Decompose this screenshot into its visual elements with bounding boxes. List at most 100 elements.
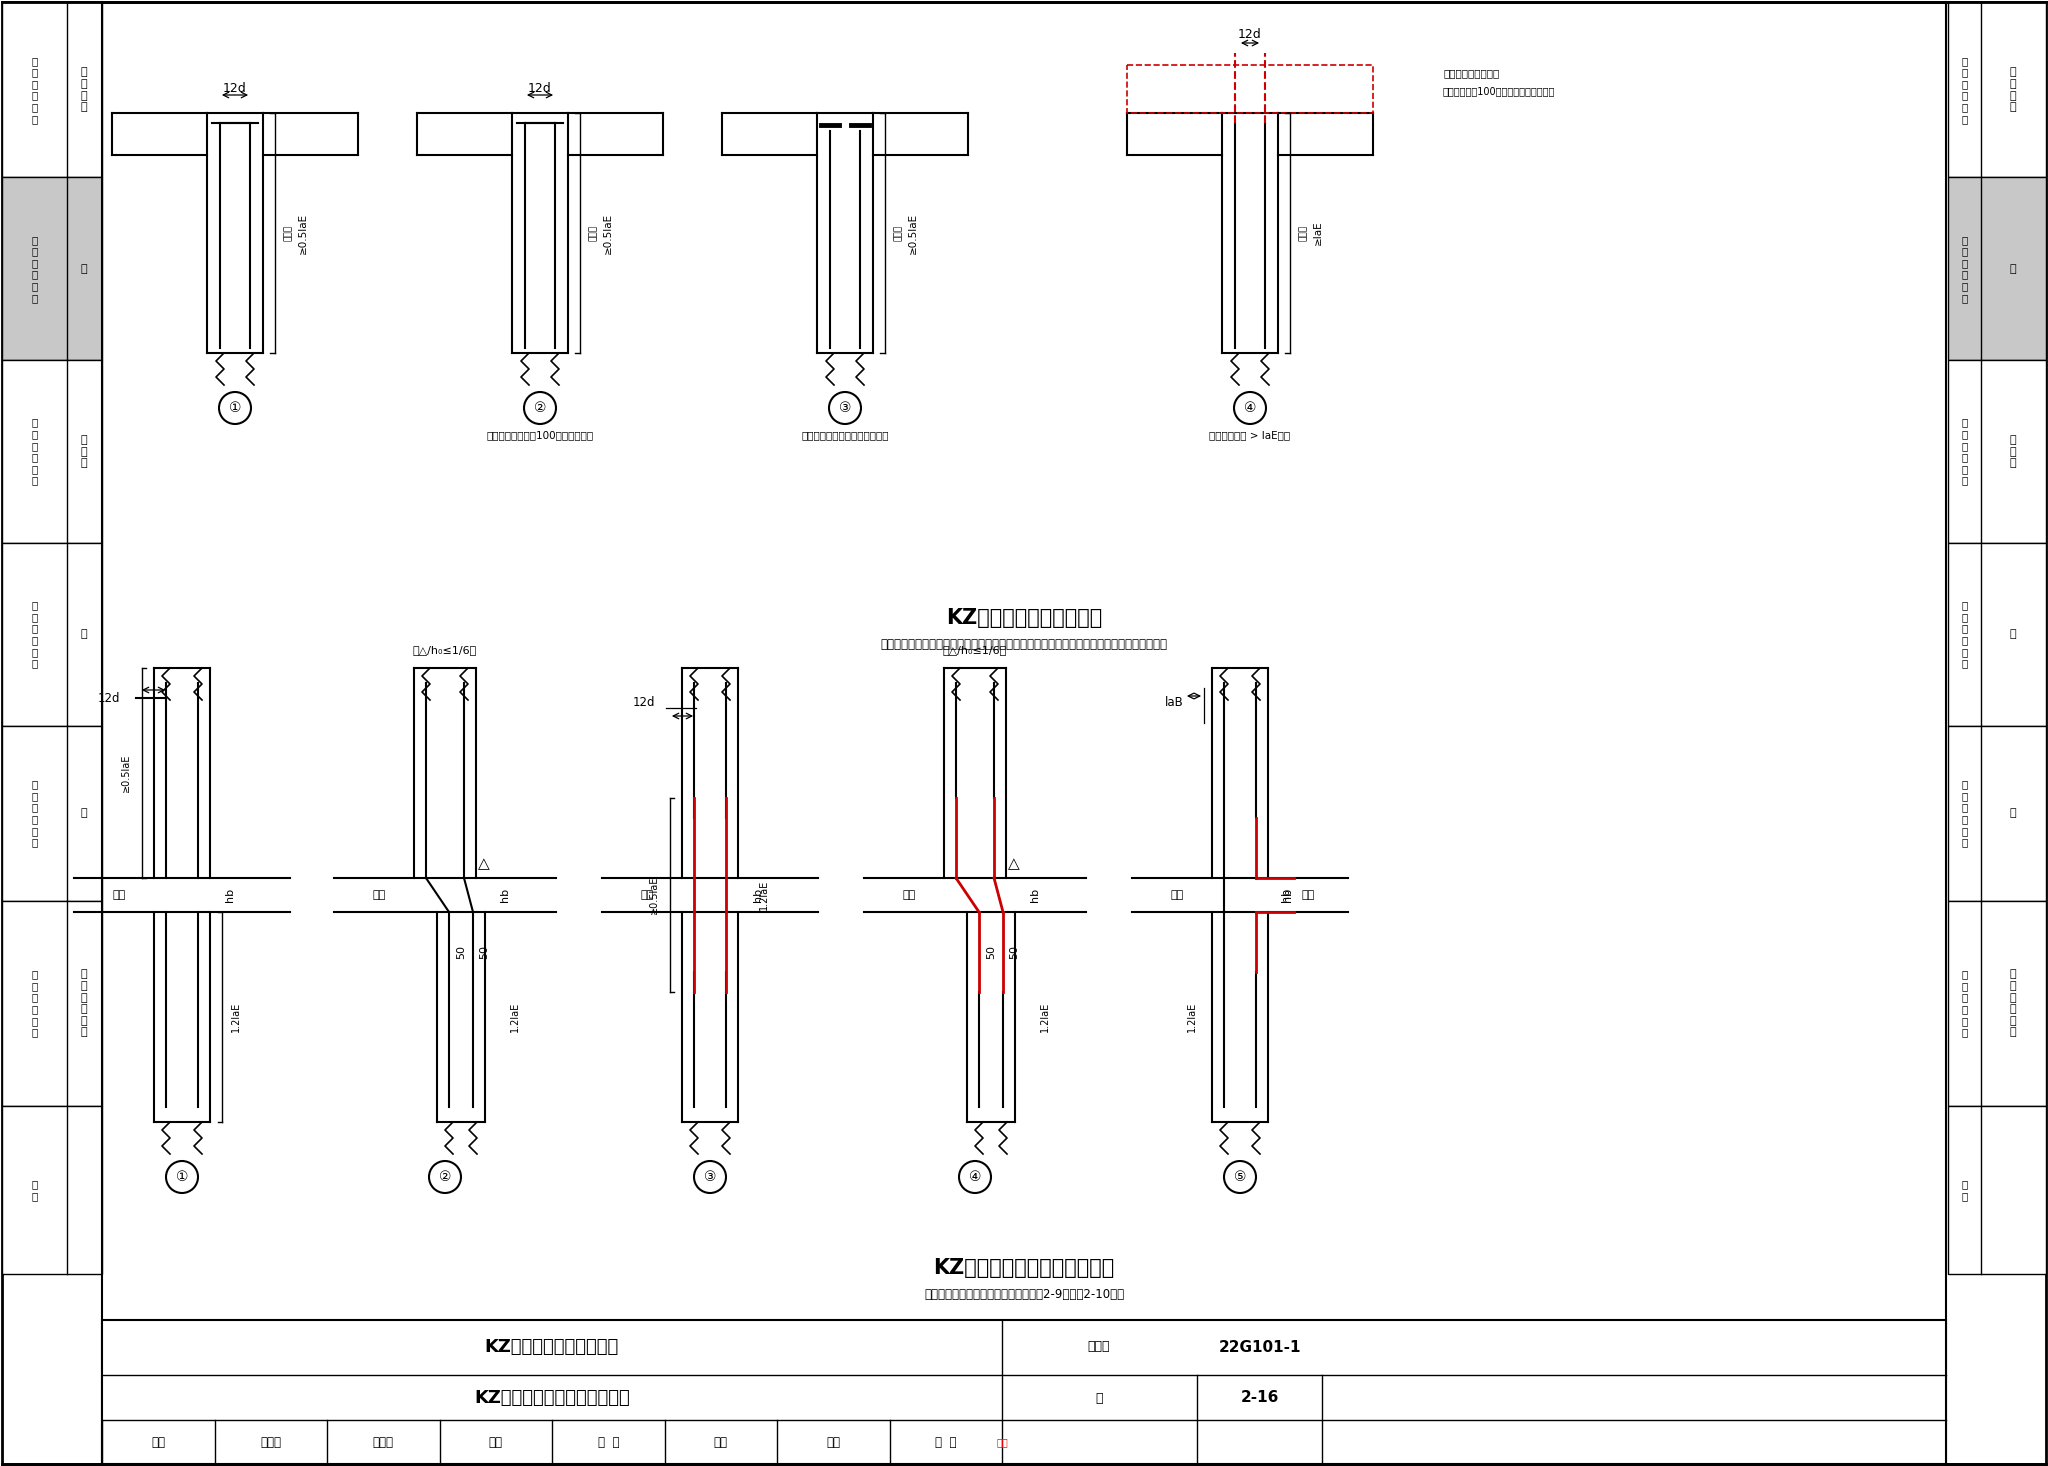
Text: hb: hb <box>1282 888 1292 902</box>
Text: 标
准
构
造
详
图: 标 准 构 造 详 图 <box>1962 969 1968 1038</box>
Text: 梁: 梁 <box>2009 629 2017 639</box>
Text: ⑤: ⑤ <box>1233 1170 1247 1185</box>
Bar <box>2 902 102 1105</box>
Text: laB: laB <box>1165 696 1184 710</box>
Text: 标
准
构
造
详
图: 标 准 构 造 详 图 <box>1962 56 1968 123</box>
Bar <box>2 726 102 902</box>
Text: 楼面: 楼面 <box>373 890 385 900</box>
Text: ③: ③ <box>705 1170 717 1185</box>
Text: （楼层以上柱纵筋连接构造见本图集第2-9页、第2-10页）: （楼层以上柱纵筋连接构造见本图集第2-9页、第2-10页） <box>924 1289 1124 1302</box>
Text: ≥laE: ≥laE <box>1313 221 1323 245</box>
Text: 板: 板 <box>80 808 88 818</box>
Text: ≥0.5laE: ≥0.5laE <box>649 875 659 915</box>
Bar <box>2 361 102 542</box>
Bar <box>2 542 102 726</box>
Bar <box>1948 902 2046 1105</box>
Text: 设计: 设计 <box>825 1435 840 1448</box>
Text: 柱: 柱 <box>2009 264 2017 274</box>
Text: 千成: 千成 <box>715 1435 727 1448</box>
Text: 一
般
构
造: 一 般 构 造 <box>80 67 88 111</box>
Text: 页: 页 <box>1096 1391 1102 1404</box>
Text: △: △ <box>477 856 489 871</box>
Text: 附
录: 附 录 <box>33 1179 39 1201</box>
Text: 柱顶有不小于100厚的现浇板时可向外弯: 柱顶有不小于100厚的现浇板时可向外弯 <box>1444 86 1554 95</box>
Text: 校对: 校对 <box>489 1435 502 1448</box>
Text: ≥0.5laE: ≥0.5laE <box>121 754 131 792</box>
Text: 50: 50 <box>479 946 489 959</box>
Text: 柱全高: 柱全高 <box>283 224 293 240</box>
Text: 其
他
相
关
构
造: 其 他 相 关 构 造 <box>80 969 88 1038</box>
Text: 柱全高: 柱全高 <box>588 224 598 240</box>
Text: 梁: 梁 <box>80 629 88 639</box>
Text: 50: 50 <box>457 946 467 959</box>
Text: hb: hb <box>225 888 236 902</box>
Text: 1.2laE: 1.2laE <box>231 1001 242 1032</box>
Bar <box>2 177 102 361</box>
Text: 一
般
构
造: 一 般 构 造 <box>2009 67 2017 111</box>
Text: 1.2laE: 1.2laE <box>1040 1001 1051 1032</box>
Text: 1.2laE: 1.2laE <box>510 1001 520 1032</box>
Text: 标
准
构
造
详
图: 标 准 构 造 详 图 <box>33 969 39 1038</box>
Text: 标
准
构
造
详
图: 标 准 构 造 详 图 <box>33 235 39 303</box>
Text: hb: hb <box>1030 888 1040 902</box>
Text: 2-16: 2-16 <box>1241 1390 1280 1406</box>
Text: 图集号: 图集号 <box>1087 1340 1110 1353</box>
Text: 柱: 柱 <box>80 264 88 274</box>
Text: ③: ③ <box>840 402 852 415</box>
Text: 附
录: 附 录 <box>1962 1179 1968 1201</box>
Text: 板: 板 <box>2009 808 2017 818</box>
Text: 标
准
构
造
详
图: 标 准 构 造 详 图 <box>1962 780 1968 847</box>
Bar <box>1948 177 2046 361</box>
Text: 审核: 审核 <box>152 1435 166 1448</box>
Text: 标
准
构
造
详
图: 标 准 构 造 详 图 <box>33 780 39 847</box>
Text: 标
准
构
造
详
图: 标 准 构 造 详 图 <box>33 600 39 668</box>
Text: （△/h₀≤1/6）: （△/h₀≤1/6） <box>942 645 1008 655</box>
Bar <box>2 1 102 177</box>
Text: 12d: 12d <box>633 696 655 710</box>
Bar <box>1948 361 2046 542</box>
Text: 1.2laE: 1.2laE <box>760 880 768 910</box>
Text: 标
准
构
造
详
图: 标 准 构 造 详 图 <box>1962 418 1968 485</box>
Text: hb: hb <box>754 888 764 902</box>
Text: hb: hb <box>1280 888 1290 902</box>
Text: 剪
力
墙: 剪 力 墙 <box>80 435 88 468</box>
Text: 批准: 批准 <box>995 1437 1008 1447</box>
Bar <box>1948 1 2046 177</box>
Bar <box>1948 1105 2046 1274</box>
Text: 柱全高: 柱全高 <box>1298 224 1307 240</box>
Text: 楼面: 楼面 <box>1169 890 1184 900</box>
Text: ≥0.5laE: ≥0.5laE <box>602 213 612 254</box>
Text: KZ中柱柱顶纵向钢筋构造: KZ中柱柱顶纵向钢筋构造 <box>946 608 1102 627</box>
Bar <box>1126 65 1372 113</box>
Text: 12d: 12d <box>223 82 248 94</box>
Text: 徐  莉: 徐 莉 <box>936 1435 956 1448</box>
Text: 柱全高: 柱全高 <box>893 224 903 240</box>
Bar <box>2 1105 102 1274</box>
Text: 罗  斌: 罗 斌 <box>598 1435 618 1448</box>
Text: 楼面: 楼面 <box>1300 890 1315 900</box>
Text: ④: ④ <box>1243 402 1255 415</box>
Bar <box>1948 726 2046 902</box>
Text: 楼面: 楼面 <box>113 890 125 900</box>
Text: KZ中柱柱顶纵向钢筋构造: KZ中柱柱顶纵向钢筋构造 <box>485 1338 618 1356</box>
Text: 标
准
构
造
详
图: 标 准 构 造 详 图 <box>1962 235 1968 303</box>
Text: ①: ① <box>229 402 242 415</box>
Text: 1.2laE: 1.2laE <box>1188 1001 1196 1032</box>
Text: ②: ② <box>438 1170 451 1185</box>
Text: 剪
力
墙: 剪 力 墙 <box>2009 435 2017 468</box>
Text: 其
他
相
关
构
造: 其 他 相 关 构 造 <box>2009 969 2017 1038</box>
Text: 楼面: 楼面 <box>903 890 915 900</box>
Text: △: △ <box>1008 856 1020 871</box>
Text: ≥0.5laE: ≥0.5laE <box>907 213 918 254</box>
Text: 12d: 12d <box>1239 28 1262 41</box>
Bar <box>1948 542 2046 726</box>
Text: ④: ④ <box>969 1170 981 1185</box>
Text: 12d: 12d <box>528 82 551 94</box>
Text: 柱纵向钢筋端头加锚头（锚板）: 柱纵向钢筋端头加锚头（锚板） <box>801 430 889 440</box>
Text: （△/h₀≤1/6）: （△/h₀≤1/6） <box>414 645 477 655</box>
Text: 吴双福: 吴双福 <box>373 1435 393 1448</box>
Text: KZ柱变截面位置纵向钢筋构造: KZ柱变截面位置纵向钢筋构造 <box>934 1258 1114 1278</box>
Text: （中柱柱顶纵向钢筋构造分四种构造做法，施工人员应根据各种做法所要求的条件正确选用）: （中柱柱顶纵向钢筋构造分四种构造做法，施工人员应根据各种做法所要求的条件正确选用… <box>881 639 1167 651</box>
Text: hb: hb <box>500 888 510 902</box>
Text: 标
准
构
造
详
图: 标 准 构 造 详 图 <box>1962 600 1968 668</box>
